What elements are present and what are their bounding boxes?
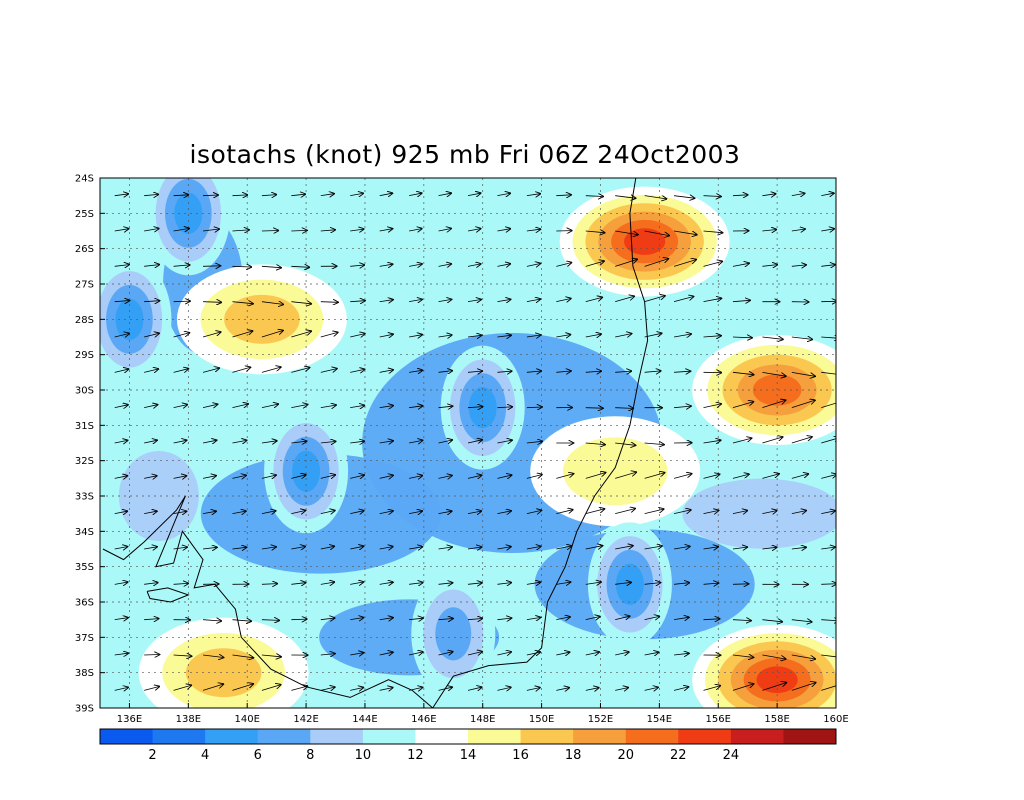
colorbar-label: 24 xyxy=(723,748,740,763)
colorbar-swatch xyxy=(625,729,679,744)
field-max-3 xyxy=(176,264,347,375)
colorbar-swatch xyxy=(468,729,522,744)
lon-tick-label: 156E xyxy=(706,714,731,725)
lat-tick-label: 26S xyxy=(75,244,94,255)
lat-tick-label: 33S xyxy=(75,492,94,503)
lat-tick-label: 37S xyxy=(75,633,94,644)
lon-tick-label: 140E xyxy=(234,714,259,725)
colorbar-swatch xyxy=(100,729,154,744)
lat-tick-label: 27S xyxy=(75,280,94,291)
lat-tick-label: 32S xyxy=(75,456,94,467)
colorbar-swatch xyxy=(205,729,259,744)
lat-tick-label: 31S xyxy=(75,421,94,432)
field-min-11 xyxy=(411,571,496,696)
colorbar-swatch xyxy=(573,729,627,744)
map-title: isotachs (knot) 925 mb Fri 06Z 24Oct2003 xyxy=(189,140,741,169)
colorbar-label: 4 xyxy=(201,748,209,763)
colorbar-swatch xyxy=(415,729,469,744)
lon-tick-label: 138E xyxy=(176,714,201,725)
colorbar-label: 12 xyxy=(407,748,424,763)
field-max-0 xyxy=(559,186,730,297)
lat-tick-label: 25S xyxy=(75,209,94,220)
field-max-1 xyxy=(692,335,836,445)
colorbar-swatch xyxy=(730,729,784,744)
coastline xyxy=(102,178,649,708)
field-min-9 xyxy=(587,522,672,647)
colorbar-label: 14 xyxy=(460,748,477,763)
lat-tick-label: 29S xyxy=(75,350,94,361)
lon-tick-label: 158E xyxy=(764,714,789,725)
lon-tick-label: 154E xyxy=(647,714,672,725)
colorbar-swatch xyxy=(678,729,732,744)
axes: 24S 25S 26S 27S 28S 29S 30S 31S 32S 33S 34S 35S 36S 3… xyxy=(75,174,849,726)
colorbar-label: 2 xyxy=(148,748,156,763)
lon-tick-label: 152E xyxy=(588,714,613,725)
wind-vectors xyxy=(114,193,836,690)
lat-tick-label: 34S xyxy=(75,527,94,538)
colorbar-label: 8 xyxy=(306,748,314,763)
lat-tick-label: 35S xyxy=(75,562,94,573)
colorbar-label: 18 xyxy=(565,748,582,763)
colorbar-swatch xyxy=(520,729,574,744)
colorbar-label: 20 xyxy=(617,748,634,763)
colorbar-label: 6 xyxy=(254,748,262,763)
lat-tick-label: 28S xyxy=(75,315,94,326)
field-min-7 xyxy=(264,409,349,534)
lon-tick-label: 150E xyxy=(529,714,554,725)
plot-frame xyxy=(99,177,837,709)
field-max-2 xyxy=(692,624,836,708)
colorbar-label: 10 xyxy=(355,748,372,763)
colorbar-swatch xyxy=(362,729,416,744)
colorbar-swatch xyxy=(783,729,837,744)
colorbar-label: 16 xyxy=(512,748,529,763)
lat-tick-label: 36S xyxy=(75,598,94,609)
field-max-5 xyxy=(530,416,701,527)
colorbar: 2 4 6 8 10 12 14 16 18 20 22 24 xyxy=(99,728,837,763)
lat-tick-label: 30S xyxy=(75,386,94,397)
lon-tick-label: 146E xyxy=(411,714,436,725)
colorbar-swatch xyxy=(257,729,311,744)
lon-tick-label: 144E xyxy=(352,714,377,725)
lon-tick-label: 142E xyxy=(293,714,318,725)
field-max-4 xyxy=(138,617,309,708)
lon-tick-label: 136E xyxy=(117,714,142,725)
colorbar-swatch xyxy=(310,729,364,744)
lat-tick-label: 39S xyxy=(75,704,94,715)
colorbar-label: 22 xyxy=(670,748,687,763)
lat-tick-label: 24S xyxy=(75,174,94,185)
lon-tick-label: 148E xyxy=(470,714,495,725)
lat-tick-label: 38S xyxy=(75,668,94,679)
lon-tick-label: 160E xyxy=(823,714,848,725)
colorbar-swatch xyxy=(152,729,206,744)
